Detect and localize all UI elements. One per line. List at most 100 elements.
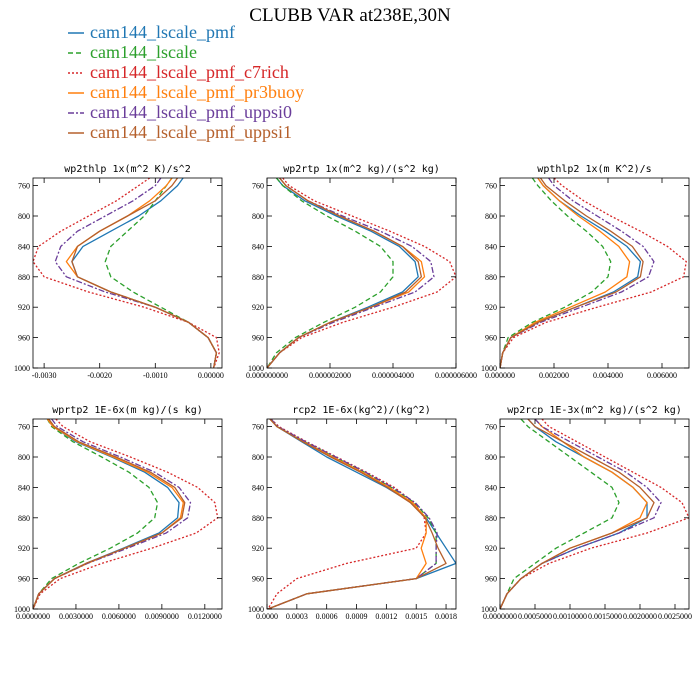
y-tick-label: 960: [485, 575, 497, 584]
y-tick-label: 920: [485, 303, 497, 312]
y-tick-label: 800: [485, 212, 497, 221]
series-line: [33, 419, 180, 609]
series-line: [71, 178, 218, 368]
series-line: [33, 419, 186, 609]
y-tick-label: 1000: [481, 605, 497, 614]
series-line: [65, 178, 218, 368]
legend-entry: cam144_lscale_pmf_uppsi1: [90, 122, 292, 142]
panel-title: rcp2 1E-6x(kg^2)/(kg^2): [292, 405, 430, 416]
x-tick-label: 0.0025000: [658, 612, 692, 621]
panel-title: wpthlp2 1x(m K^2)/s: [537, 164, 651, 175]
series-group: [500, 178, 687, 368]
x-tick-label: 0.000006000: [435, 371, 477, 380]
y-tick-label: 880: [252, 514, 264, 523]
y-tick-label: 960: [18, 575, 30, 584]
panel-title: wp2thlp 1x(m^2 K)/s^2: [64, 164, 190, 175]
plot-frame: [499, 177, 690, 369]
series-line: [500, 419, 655, 609]
panel: wpthlp2 1x(m K^2)/s 760 800 840 880 920 960 100…: [481, 164, 690, 380]
panel: wp2rcp 1E-3x(m^2 kg)/(s^2 kg) 760 800 840 88…: [481, 405, 692, 621]
series-line: [33, 419, 219, 609]
x-tick-label: 0.0000000: [483, 612, 517, 621]
legend-entry: cam144_lscale: [90, 42, 197, 62]
series-group: [33, 178, 220, 368]
series-line: [33, 419, 192, 609]
y-tick-label: 840: [485, 242, 497, 251]
series-line: [54, 178, 218, 368]
legend-entry: cam144_lscale_pmf_pr3buoy: [90, 82, 304, 102]
plot-frame: [499, 418, 690, 610]
y-tick-label: 960: [485, 334, 497, 343]
y-tick-label: 840: [485, 483, 497, 492]
series-group: [33, 419, 219, 609]
x-tick-label: 0.0010000: [553, 612, 587, 621]
series-line: [33, 178, 220, 368]
y-tick-label: 760: [18, 182, 30, 191]
x-tick-label: 0.0003: [286, 612, 308, 621]
y-tick-label: 920: [485, 544, 497, 553]
series-line: [267, 419, 437, 609]
series-line: [500, 419, 620, 609]
x-tick-label: 0.000002000: [309, 371, 351, 380]
y-tick-label: 760: [485, 182, 497, 191]
x-tick-label: 0.000000: [485, 371, 515, 380]
x-tick-label: 0.000000000: [246, 371, 288, 380]
x-tick-label: 0.0012: [375, 612, 397, 621]
panel-grid: wp2thlp 1x(m^2 K)/s^2 760 800 840 880 920 960 1…: [14, 164, 692, 621]
x-tick-label: 0.006000: [647, 371, 677, 380]
x-tick-label: 0.004000: [593, 371, 623, 380]
series-line: [267, 178, 423, 368]
series-line: [267, 419, 438, 609]
y-tick-label: 760: [18, 423, 30, 432]
x-tick-label: -0.0030: [32, 371, 57, 380]
plot-frame: [32, 418, 223, 610]
y-tick-label: 760: [252, 423, 264, 432]
y-tick-label: 840: [18, 242, 30, 251]
legend-entry: cam144_lscale_pmf: [90, 22, 235, 42]
y-tick-label: 800: [18, 212, 30, 221]
y-tick-label: 1000: [248, 364, 264, 373]
series-line: [267, 419, 447, 609]
x-tick-label: 0.0005000: [518, 612, 552, 621]
y-tick-label: 800: [485, 453, 497, 462]
series-line: [500, 419, 662, 609]
y-tick-label: 960: [18, 334, 30, 343]
y-tick-label: 960: [252, 334, 264, 343]
plot-frame: [266, 177, 457, 369]
y-tick-label: 880: [485, 514, 497, 523]
plot-frame: [32, 177, 223, 369]
series-line: [500, 178, 644, 368]
legend-entry: cam144_lscale_pmf_c7rich: [90, 62, 289, 82]
series-line: [500, 178, 687, 368]
series-line: [267, 178, 394, 368]
y-tick-label: 920: [252, 544, 264, 553]
panel: rcp2 1E-6x(kg^2)/(kg^2) 760 800 840 880 920 96…: [248, 405, 457, 621]
y-tick-label: 800: [252, 453, 264, 462]
y-tick-label: 880: [485, 273, 497, 282]
series-group: [500, 419, 689, 609]
panel-title: wprtp2 1E-6x(m kg)/(s kg): [52, 405, 203, 416]
series-line: [500, 178, 631, 368]
y-tick-label: 920: [252, 303, 264, 312]
y-tick-label: 1000: [14, 364, 30, 373]
series-line: [500, 178, 642, 368]
panel: wp2thlp 1x(m^2 K)/s^2 760 800 840 880 920 960 1…: [14, 164, 224, 380]
x-tick-label: 0.002000: [539, 371, 569, 380]
x-tick-label: 0.0009: [346, 612, 368, 621]
x-tick-label: 0.0006: [316, 612, 338, 621]
x-tick-label: 0.0060000: [102, 612, 136, 621]
series-group: [267, 419, 456, 609]
y-tick-label: 840: [252, 483, 264, 492]
y-tick-label: 760: [485, 423, 497, 432]
y-tick-label: 840: [252, 242, 264, 251]
panel: wp2rtp 1x(m^2 kg)/(s^2 kg) 760 800 840 880 92…: [246, 164, 477, 380]
legend: cam144_lscale_pmfcam144_lscalecam144_lsc…: [68, 22, 304, 142]
y-tick-label: 1000: [14, 605, 30, 614]
x-tick-label: 0.0000000: [16, 612, 50, 621]
panel-title: wp2rtp 1x(m^2 kg)/(s^2 kg): [283, 164, 440, 175]
x-tick-label: 0.0120000: [188, 612, 222, 621]
figure-title: CLUBB VAR at238E,30N: [249, 5, 451, 26]
y-tick-label: 920: [18, 544, 30, 553]
legend-entry: cam144_lscale_pmf_uppsi0: [90, 102, 292, 122]
series-line: [267, 178, 419, 368]
